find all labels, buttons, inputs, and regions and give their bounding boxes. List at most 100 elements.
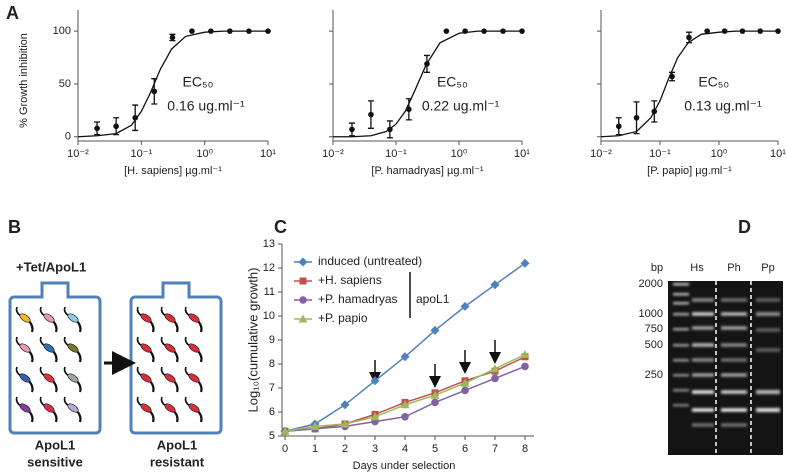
data-point: [615, 123, 622, 130]
band: [692, 408, 714, 412]
marker: [430, 325, 440, 335]
x-tick-label: 10⁻¹: [649, 148, 671, 160]
x-axis-title: [H. sapiens] µg.ml⁻¹: [124, 165, 222, 177]
marker: [461, 386, 469, 395]
data-point: [189, 28, 195, 34]
cell-body: [140, 343, 152, 353]
band: [673, 293, 689, 296]
band: [692, 423, 714, 427]
band: [721, 326, 747, 330]
panel-label: C: [274, 217, 287, 237]
data-point: [349, 126, 355, 133]
band: [721, 423, 747, 427]
x-tick-label: 10⁻¹: [385, 148, 407, 160]
flask-label: ApoL1: [157, 437, 197, 452]
cell-body: [67, 373, 79, 383]
band: [673, 328, 689, 331]
legend-label: +P. papio: [318, 311, 368, 325]
data-point: [246, 28, 252, 34]
data-point: [669, 73, 675, 80]
x-tick-label: 10¹: [770, 148, 786, 160]
marker: [310, 421, 320, 430]
marker: [460, 378, 470, 387]
band: [692, 343, 714, 347]
band: [673, 302, 689, 305]
marker: [400, 352, 410, 362]
annotation: EC₅₀: [183, 74, 214, 90]
ladder-label: 750: [645, 323, 663, 335]
y-tick-label: 100: [53, 25, 71, 37]
y-tick-label: 50: [59, 78, 71, 90]
annotation: 0.16 ug.ml⁻¹: [167, 98, 245, 114]
y-tick-label: 7: [269, 382, 275, 394]
bands: [673, 283, 780, 427]
cell-body: [140, 313, 152, 323]
band: [756, 312, 780, 316]
band: [692, 312, 714, 316]
data-point: [132, 114, 138, 121]
band: [673, 374, 689, 377]
data-point: [686, 34, 692, 41]
cell-body: [43, 313, 55, 323]
data-point: [462, 28, 468, 34]
cells: [15, 306, 203, 423]
marker: [370, 376, 380, 386]
x-tick-label: 5: [432, 443, 438, 455]
marker: [430, 390, 440, 399]
data-point: [481, 28, 487, 34]
band: [673, 344, 689, 347]
cell-body: [164, 313, 176, 323]
data-point: [500, 28, 506, 34]
cell-body: [188, 373, 200, 383]
y-tick-label: 6: [269, 406, 275, 418]
data-point: [757, 28, 764, 34]
treatment-label: +Tet/ApoL1: [16, 259, 86, 274]
marker: [520, 258, 530, 268]
legend-marker: [298, 314, 308, 323]
gel: bp 2000 1000 750 500 250 Hs Ph Pp: [639, 262, 783, 455]
annotation: 0.22 ug.ml⁻¹: [422, 98, 500, 114]
band: [756, 348, 780, 352]
x-tick-label: 2: [342, 443, 348, 455]
band: [721, 343, 747, 347]
band: [756, 298, 780, 302]
cell-body: [19, 343, 31, 353]
ladder-label: 500: [645, 339, 663, 351]
marker: [431, 398, 439, 407]
x-tick-label: 10⁻²: [590, 148, 612, 160]
band: [692, 373, 714, 377]
band: [673, 404, 689, 407]
data-point: [704, 28, 710, 34]
unit-label: bp: [651, 262, 663, 274]
y-tick-label: 9: [269, 334, 275, 346]
series-line: [284, 365, 526, 432]
y-axis-title: Log₁₀(cumulative growth): [245, 268, 260, 413]
data-point: [208, 28, 214, 34]
x-tick-label: 1: [312, 443, 318, 455]
data-point: [651, 108, 658, 115]
cell-body: [19, 403, 31, 413]
cell-body: [188, 343, 200, 353]
y-tick-label: 8: [269, 358, 275, 370]
x-tick-label: 10⁻¹: [130, 148, 152, 160]
annotation: 0.13 ug.ml⁻¹: [684, 98, 762, 114]
cell-body: [67, 403, 79, 413]
flask-label: ApoL1: [35, 437, 75, 452]
data-point: [721, 28, 728, 34]
cell-body: [43, 373, 55, 383]
x-tick-label: 10¹: [260, 148, 276, 160]
marker: [280, 426, 290, 435]
ladder-label: 1000: [639, 308, 663, 320]
y-tick-label: 0: [65, 131, 71, 143]
cell-body: [140, 403, 152, 413]
cell-body: [164, 403, 176, 413]
y-axis-title: % Growth inhibition: [18, 33, 30, 128]
x-tick-label: 6: [462, 443, 468, 455]
x-tick-label: 4: [402, 443, 408, 455]
flask-label: sensitive: [27, 454, 83, 469]
cell-body: [43, 403, 55, 413]
panel-label: B: [8, 217, 21, 237]
fit-curve: [77, 30, 268, 138]
band: [721, 358, 747, 362]
x-tick-label: 3: [372, 443, 378, 455]
